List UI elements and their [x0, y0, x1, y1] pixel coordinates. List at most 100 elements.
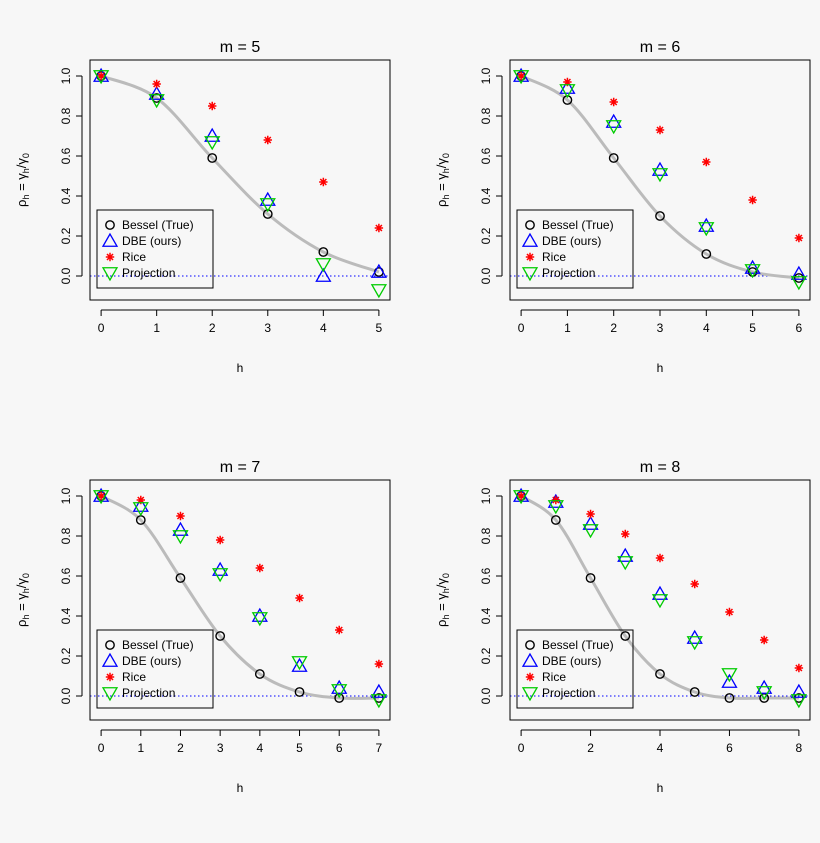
data-point-triangle-down	[512, 70, 530, 85]
data-point-triangle-down	[92, 490, 110, 505]
data-point-asterisk	[215, 535, 225, 545]
data-point-asterisk	[335, 625, 344, 635]
data-point-triangle-up	[92, 67, 110, 82]
legend-entry: Projection	[542, 686, 595, 700]
series-triangle-down	[512, 490, 808, 709]
y-label-text: /γ	[14, 578, 29, 589]
legend-box	[96, 629, 214, 709]
x-axis: 0 1 2 3 4 5 6	[518, 309, 803, 335]
legend: Bessel (True) DBE (ours) Rice Projection	[516, 629, 634, 709]
x-tick-label: 6	[336, 741, 343, 755]
y-label-text: = γ	[14, 173, 29, 195]
series-asterisk	[516, 491, 804, 673]
data-point-triangle-up	[92, 487, 110, 502]
x-tick-label: 4	[657, 741, 664, 755]
x-tick-label: 0	[518, 741, 525, 755]
legend-triangle-up-icon	[101, 232, 119, 247]
data-point-triangle-down	[92, 70, 110, 85]
data-point-asterisk	[655, 553, 665, 563]
y-label-subscript: 0	[441, 153, 451, 158]
y-tick-label: 0.6	[479, 147, 493, 164]
data-point-asterisk	[655, 125, 665, 135]
data-point-asterisk	[551, 495, 561, 505]
y-label-text: = γ	[434, 593, 449, 615]
legend-circle-icon	[525, 640, 535, 650]
legend-box	[516, 209, 634, 289]
data-point-triangle-down	[582, 524, 599, 539]
legend-entry: Bessel (True)	[122, 218, 194, 232]
y-tick-label: 0.8	[479, 107, 493, 124]
series-triangle-down	[92, 490, 388, 709]
chart-title: m = 6	[640, 39, 681, 56]
data-point-triangle-up	[559, 79, 576, 94]
data-point-triangle-down	[370, 694, 388, 709]
data-point-triangle-up	[721, 673, 738, 688]
data-point-triangle-down	[547, 500, 564, 515]
data-point-triangle-down	[204, 136, 221, 151]
data-point-circle	[373, 693, 384, 703]
y-label-text: /γ	[434, 158, 449, 169]
data-point-circle	[550, 515, 561, 525]
legend-asterisk-icon	[105, 252, 115, 262]
data-point-circle	[215, 631, 226, 641]
data-point-circle	[608, 153, 619, 163]
y-tick-label: 0.0	[479, 267, 493, 284]
data-point-circle	[793, 693, 804, 703]
data-point-asterisk	[96, 71, 106, 81]
data-point-triangle-up	[582, 515, 599, 530]
x-axis: 0 1 2 3 4 5	[98, 309, 383, 335]
y-label-text: ρ	[14, 200, 29, 207]
y-axis: 0.0 0.2 0.4 0.6 0.8 1.0	[479, 487, 503, 704]
y-label-text: /γ	[434, 578, 449, 589]
legend-triangle-down-icon	[521, 267, 539, 282]
y-tick-label: 0.0	[59, 267, 73, 284]
data-point-triangle-down	[251, 612, 268, 627]
data-point-triangle-down	[790, 276, 808, 291]
x-tick-label: 2	[587, 741, 594, 755]
x-tick-label: 2	[209, 321, 216, 335]
data-point-asterisk	[516, 71, 526, 81]
y-tick-label: 0.2	[479, 647, 493, 664]
legend-entry: Rice	[542, 250, 566, 264]
data-point-asterisk	[208, 101, 217, 111]
y-tick-label: 0.8	[479, 527, 493, 544]
plot-frame	[89, 479, 391, 721]
legend-entry: Bessel (True)	[122, 638, 194, 652]
y-label-subscript: h	[21, 195, 31, 200]
x-tick-label: 2	[610, 321, 617, 335]
series-asterisk	[516, 71, 804, 243]
y-tick-label: 0.2	[59, 227, 73, 244]
legend-entry: Rice	[542, 670, 566, 684]
series-triangle-down	[512, 70, 808, 291]
bessel-curve	[100, 494, 379, 700]
x-tick-label: 8	[796, 741, 803, 755]
x-tick-label: 1	[137, 741, 144, 755]
chart-title: m = 8	[640, 459, 681, 476]
data-point-circle	[151, 93, 162, 103]
x-tick-label: 7	[376, 741, 383, 755]
legend-asterisk-icon	[525, 672, 535, 682]
y-axis-label: ρh = γh/γ0	[434, 153, 451, 207]
y-axis-label: ρh = γh/γ0	[434, 573, 451, 627]
data-point-asterisk	[794, 233, 804, 243]
data-point-triangle-up	[331, 679, 348, 694]
legend-triangle-up-icon	[101, 652, 119, 667]
data-point-triangle-down	[605, 120, 622, 135]
data-point-triangle-up	[148, 85, 165, 100]
x-tick-label: 6	[726, 741, 733, 755]
y-tick-label: 1.0	[59, 67, 73, 84]
legend: Bessel (True) DBE (ours) Rice Projection	[516, 209, 634, 289]
x-axis: 0 2 4 6 8	[518, 729, 803, 755]
x-tick-label: 4	[256, 741, 263, 755]
x-tick-label: 0	[518, 321, 525, 335]
y-axis-label: ρh = γh/γ0	[14, 573, 31, 627]
x-tick-label: 5	[749, 321, 756, 335]
data-point-triangle-down	[512, 490, 530, 505]
y-tick-label: 0.4	[479, 187, 493, 204]
data-point-triangle-down	[259, 198, 276, 213]
y-tick-label: 0.0	[479, 687, 493, 704]
y-tick-label: 0.8	[59, 107, 73, 124]
x-tick-label: 2	[177, 741, 184, 755]
x-axis: 0 1 2 3 4 5 6 7	[98, 729, 383, 755]
